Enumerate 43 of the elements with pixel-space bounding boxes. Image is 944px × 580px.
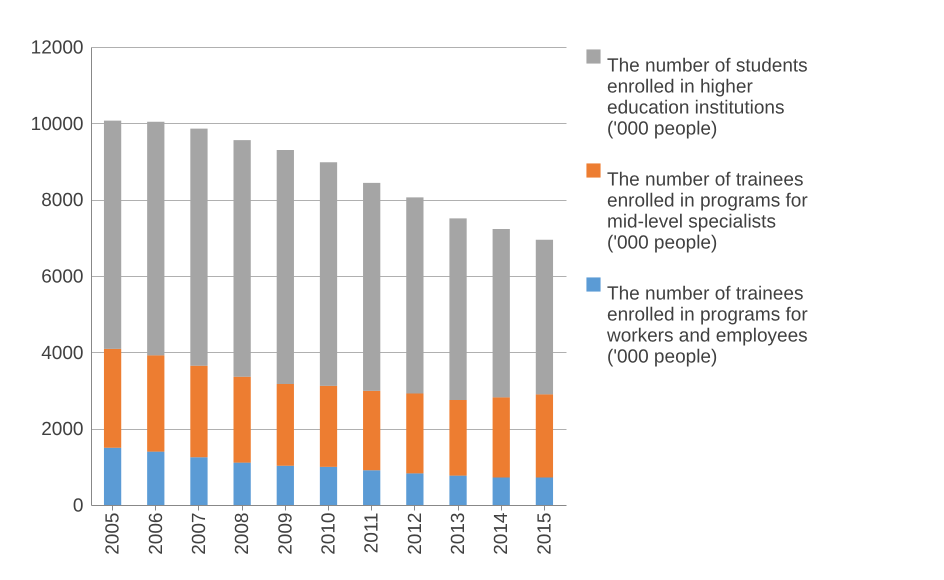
y-tick-label: 6000 bbox=[41, 266, 84, 288]
x-tick-label: 2012 bbox=[404, 512, 426, 555]
y-tick-label: 2000 bbox=[41, 419, 84, 440]
bar bbox=[536, 478, 554, 505]
y-tick-label: 0 bbox=[72, 496, 84, 516]
y-tick-label: 8000 bbox=[41, 190, 84, 212]
x-tick-label: 2005 bbox=[102, 512, 124, 555]
bar bbox=[406, 473, 424, 505]
x-tick-label: 2007 bbox=[188, 512, 210, 555]
y-tick-label: 4000 bbox=[41, 342, 84, 364]
y-tick-label: 12000 bbox=[30, 38, 84, 58]
x-tick-label: 2006 bbox=[146, 512, 167, 555]
x-tick-label: 2011 bbox=[362, 512, 383, 554]
bar bbox=[147, 355, 164, 452]
bar bbox=[536, 394, 554, 478]
bar bbox=[234, 376, 251, 463]
bar bbox=[190, 366, 208, 458]
bar bbox=[363, 470, 380, 505]
x-tick-label: 2009 bbox=[275, 512, 296, 555]
x-tick-label: 2010 bbox=[318, 512, 340, 555]
legend-label: The number of trainees enrolled in programs for mid-level specialists ('000 people) bbox=[607, 170, 808, 254]
bar bbox=[234, 462, 251, 505]
x-tick-label: 2013 bbox=[448, 512, 470, 555]
bar bbox=[104, 348, 122, 448]
bar bbox=[276, 384, 294, 466]
x-tick-label: 2014 bbox=[491, 512, 512, 555]
bar bbox=[320, 386, 338, 467]
x-tick-label: 2015 bbox=[534, 512, 556, 555]
bar bbox=[449, 476, 467, 505]
legend-label: The number of students enrolled in higher education institutions ('000 people) bbox=[607, 56, 808, 140]
bar bbox=[276, 466, 294, 505]
x-tick-label: 2008 bbox=[232, 512, 254, 555]
bar bbox=[492, 397, 510, 478]
bar bbox=[320, 466, 338, 505]
bar bbox=[449, 400, 467, 476]
legend-label: The number of trainees enrolled in programs for workers and employees ('000 people) bbox=[606, 284, 808, 368]
bar bbox=[492, 478, 510, 505]
bar bbox=[147, 452, 164, 505]
bar bbox=[406, 394, 424, 474]
bar bbox=[363, 390, 380, 470]
y-tick-label: 10000 bbox=[30, 114, 84, 135]
bar bbox=[104, 448, 122, 505]
bar bbox=[190, 457, 208, 505]
